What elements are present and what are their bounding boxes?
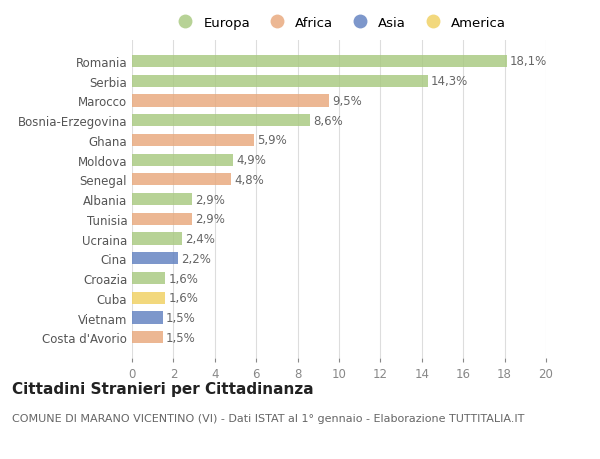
Text: COMUNE DI MARANO VICENTINO (VI) - Dati ISTAT al 1° gennaio - Elaborazione TUTTIT: COMUNE DI MARANO VICENTINO (VI) - Dati I… <box>12 413 524 423</box>
Text: 2,9%: 2,9% <box>195 213 225 226</box>
Bar <box>132 312 163 324</box>
Bar <box>132 75 428 88</box>
Bar <box>132 115 310 127</box>
Text: Cittadini Stranieri per Cittadinanza: Cittadini Stranieri per Cittadinanza <box>12 381 314 396</box>
Text: 1,5%: 1,5% <box>166 311 196 325</box>
Bar <box>132 233 182 245</box>
Text: 9,5%: 9,5% <box>332 95 362 108</box>
Text: 2,4%: 2,4% <box>185 233 215 246</box>
Text: 14,3%: 14,3% <box>431 75 469 88</box>
Text: 2,2%: 2,2% <box>181 252 211 265</box>
Bar <box>132 134 254 147</box>
Bar <box>132 56 506 68</box>
Bar <box>132 272 165 285</box>
Text: 4,8%: 4,8% <box>235 174 264 186</box>
Text: 1,6%: 1,6% <box>168 272 198 285</box>
Bar <box>132 292 165 304</box>
Bar <box>132 154 233 166</box>
Text: 1,6%: 1,6% <box>168 291 198 305</box>
Bar <box>132 252 178 265</box>
Text: 8,6%: 8,6% <box>313 114 343 128</box>
Bar <box>132 194 192 206</box>
Bar <box>132 174 232 186</box>
Text: 2,9%: 2,9% <box>195 193 225 206</box>
Text: 4,9%: 4,9% <box>236 154 266 167</box>
Text: 1,5%: 1,5% <box>166 331 196 344</box>
Text: 5,9%: 5,9% <box>257 134 287 147</box>
Bar <box>132 331 163 344</box>
Bar <box>132 213 192 225</box>
Legend: Europa, Africa, Asia, America: Europa, Africa, Asia, America <box>168 13 510 34</box>
Text: 18,1%: 18,1% <box>510 56 547 68</box>
Bar <box>132 95 329 107</box>
